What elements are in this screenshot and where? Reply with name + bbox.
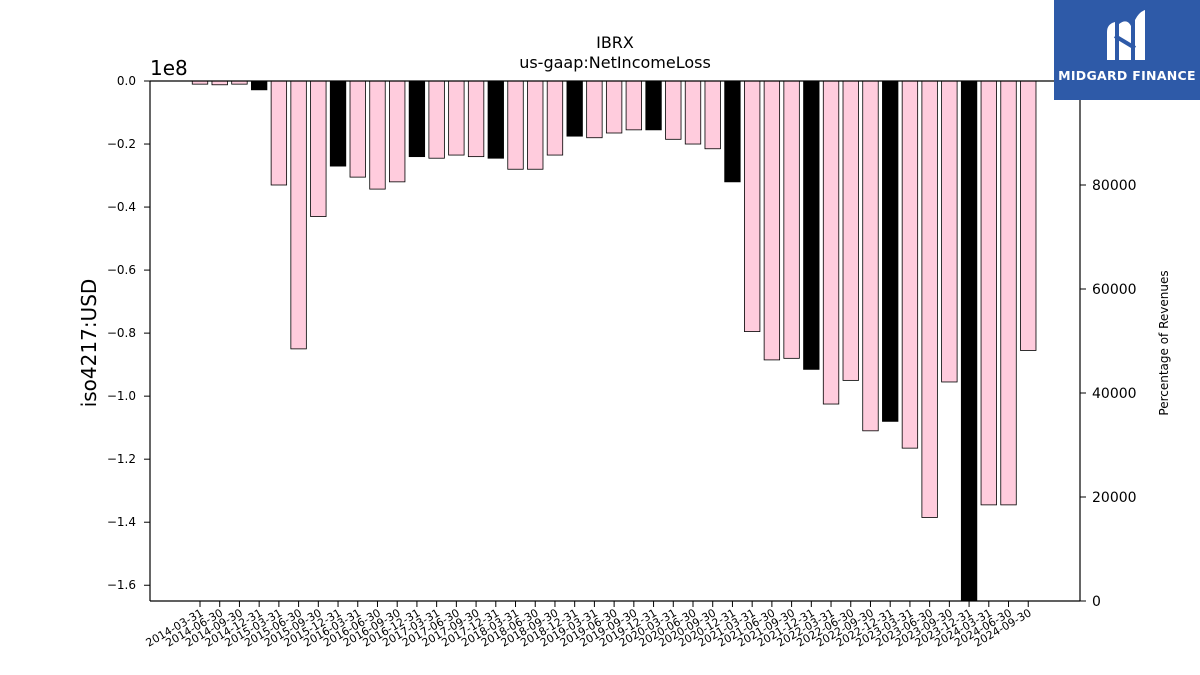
bar-2020-03-31: [665, 80, 682, 140]
bar-2022-12-31: [882, 80, 899, 422]
y2-axis-label: Percentage of Revenues: [1157, 270, 1171, 415]
bar-2014-12-31: [251, 80, 268, 91]
y-tick-label: −1.2: [107, 452, 136, 466]
y-tick-label: −0.4: [107, 200, 136, 214]
bar-2017-09-30: [467, 80, 485, 158]
bars-group: [191, 80, 1037, 602]
bar-2018-06-30: [527, 80, 544, 170]
bar-2023-03-31: [901, 80, 919, 449]
midgard-mark-icon: [1107, 10, 1145, 60]
y-tick-label: 0.0: [117, 74, 136, 88]
bar-2019-06-30: [605, 80, 623, 134]
bar-2019-09-30: [625, 80, 642, 131]
bar-2015-12-31: [329, 80, 347, 167]
bar-2024-06-30: [1000, 80, 1017, 506]
bar-2021-03-31: [744, 80, 761, 332]
y2-tick-label: 80000: [1092, 178, 1137, 194]
y2-tick-label: 40000: [1092, 386, 1137, 402]
brand-name: MIDGARD FINANCE: [1058, 68, 1196, 83]
bar-2023-06-30: [921, 80, 938, 518]
y-axis-label: iso4217:USD: [77, 279, 101, 408]
bar-2018-03-31: [507, 80, 524, 170]
y-tick-label: −0.2: [107, 137, 136, 151]
bar-2015-09-30: [310, 80, 327, 217]
y-tick-label: −1.6: [107, 578, 136, 592]
bar-2022-09-30: [862, 80, 879, 432]
bar-2024-09-30: [1020, 80, 1037, 351]
y-tick-label: −1.0: [107, 389, 136, 403]
bar-2022-06-30: [842, 80, 859, 381]
bar-2021-06-30: [763, 80, 781, 361]
bar-2023-09-30: [941, 80, 958, 383]
bar-2021-12-31: [803, 80, 820, 370]
bar-2022-03-31: [822, 80, 840, 405]
bar-2020-12-31: [724, 80, 741, 183]
y-tick-label: −0.8: [107, 326, 136, 340]
bar-2016-12-31: [408, 80, 426, 158]
bar-2023-12-31: [960, 80, 978, 602]
y-offset-label: 1e8: [150, 56, 188, 80]
bar-2017-06-30: [448, 80, 465, 156]
bar-2016-06-30: [369, 80, 386, 190]
chart-title: IBRX: [596, 33, 634, 52]
bar-2024-03-31: [980, 80, 997, 506]
bar-2016-09-30: [389, 80, 406, 183]
bar-2020-06-30: [684, 80, 702, 145]
bar-2019-12-31: [645, 80, 662, 131]
bar-2017-03-31: [428, 80, 445, 159]
chart-subtitle: us-gaap:NetIncomeLoss: [519, 53, 711, 72]
y-tick-label: −0.6: [107, 263, 136, 277]
x-axis: 2014-03-312014-06-302014-09-302014-12-31…: [144, 601, 1034, 650]
bar-2016-03-31: [349, 80, 366, 178]
brand-logo: MIDGARD FINANCE: [1054, 0, 1200, 100]
bar-2018-09-30: [546, 80, 564, 156]
y2-axis: 0 20000 40000 60000 80000: [1080, 178, 1137, 610]
bar-2020-09-30: [704, 80, 721, 150]
y2-tick-label: 0: [1092, 594, 1101, 610]
y-tick-label: −1.4: [107, 515, 136, 529]
bar-2017-12-31: [487, 80, 504, 159]
bar-2015-06-30: [290, 80, 307, 350]
y2-tick-label: 20000: [1092, 490, 1137, 506]
bar-2021-09-30: [783, 80, 800, 359]
bar-2019-03-31: [586, 80, 603, 139]
bar-2018-12-31: [566, 80, 583, 137]
y-axis: 0.0 −0.2 −0.4 −0.6 −0.8 −1.0 −1.2 −1.4 −1.6: [107, 74, 150, 592]
y2-tick-label: 60000: [1092, 282, 1137, 298]
bar-2015-03-31: [270, 80, 288, 186]
